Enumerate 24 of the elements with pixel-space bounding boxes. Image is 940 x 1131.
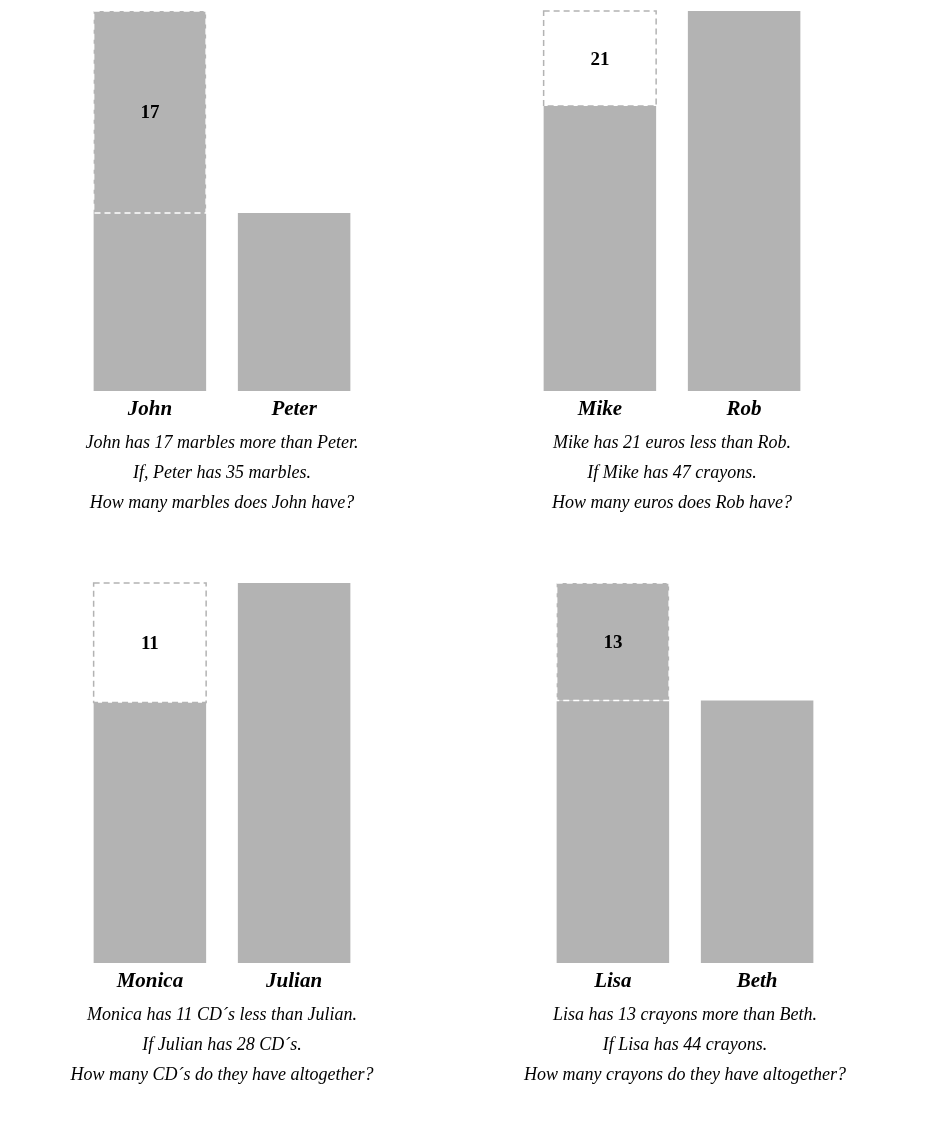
x-tick-label: John [126,395,173,420]
text: If, Peter has 35 marbles. [132,462,311,482]
text: Lisa has 13 crayons more than Beth. [552,1004,817,1024]
data-label: 21 [590,47,610,69]
text: Mike has 21 euros less than Rob. [552,432,791,452]
text: How many euros does Rob have? [551,492,792,512]
text: How many crayons do they have altogether? [523,1064,846,1084]
text: How many marbles does John have? [88,492,355,512]
data-label: 17 [140,100,160,122]
x-tick-label: Mike [576,395,623,420]
text: If Julian has 28 CD´s. [141,1034,302,1054]
x-tick-label: Julian [265,967,323,992]
text: How many CD´s do they have altogether? [69,1064,374,1084]
x-tick-label: Peter [270,395,318,420]
text: John has 17 marbles more than Peter. [85,432,359,452]
x-tick-label: Rob [725,395,762,420]
data-label: 11 [140,631,159,653]
data-label: 13 [603,630,623,652]
x-tick-label: Monica [115,967,184,992]
text: If Lisa has 44 crayons. [601,1034,768,1054]
x-tick-label: Lisa [593,967,632,992]
x-tick-label: Beth [735,967,778,992]
text: Monica has 11 CD´s less than Julian. [85,1004,358,1024]
text: If Mike has 47 crayons. [586,462,757,482]
